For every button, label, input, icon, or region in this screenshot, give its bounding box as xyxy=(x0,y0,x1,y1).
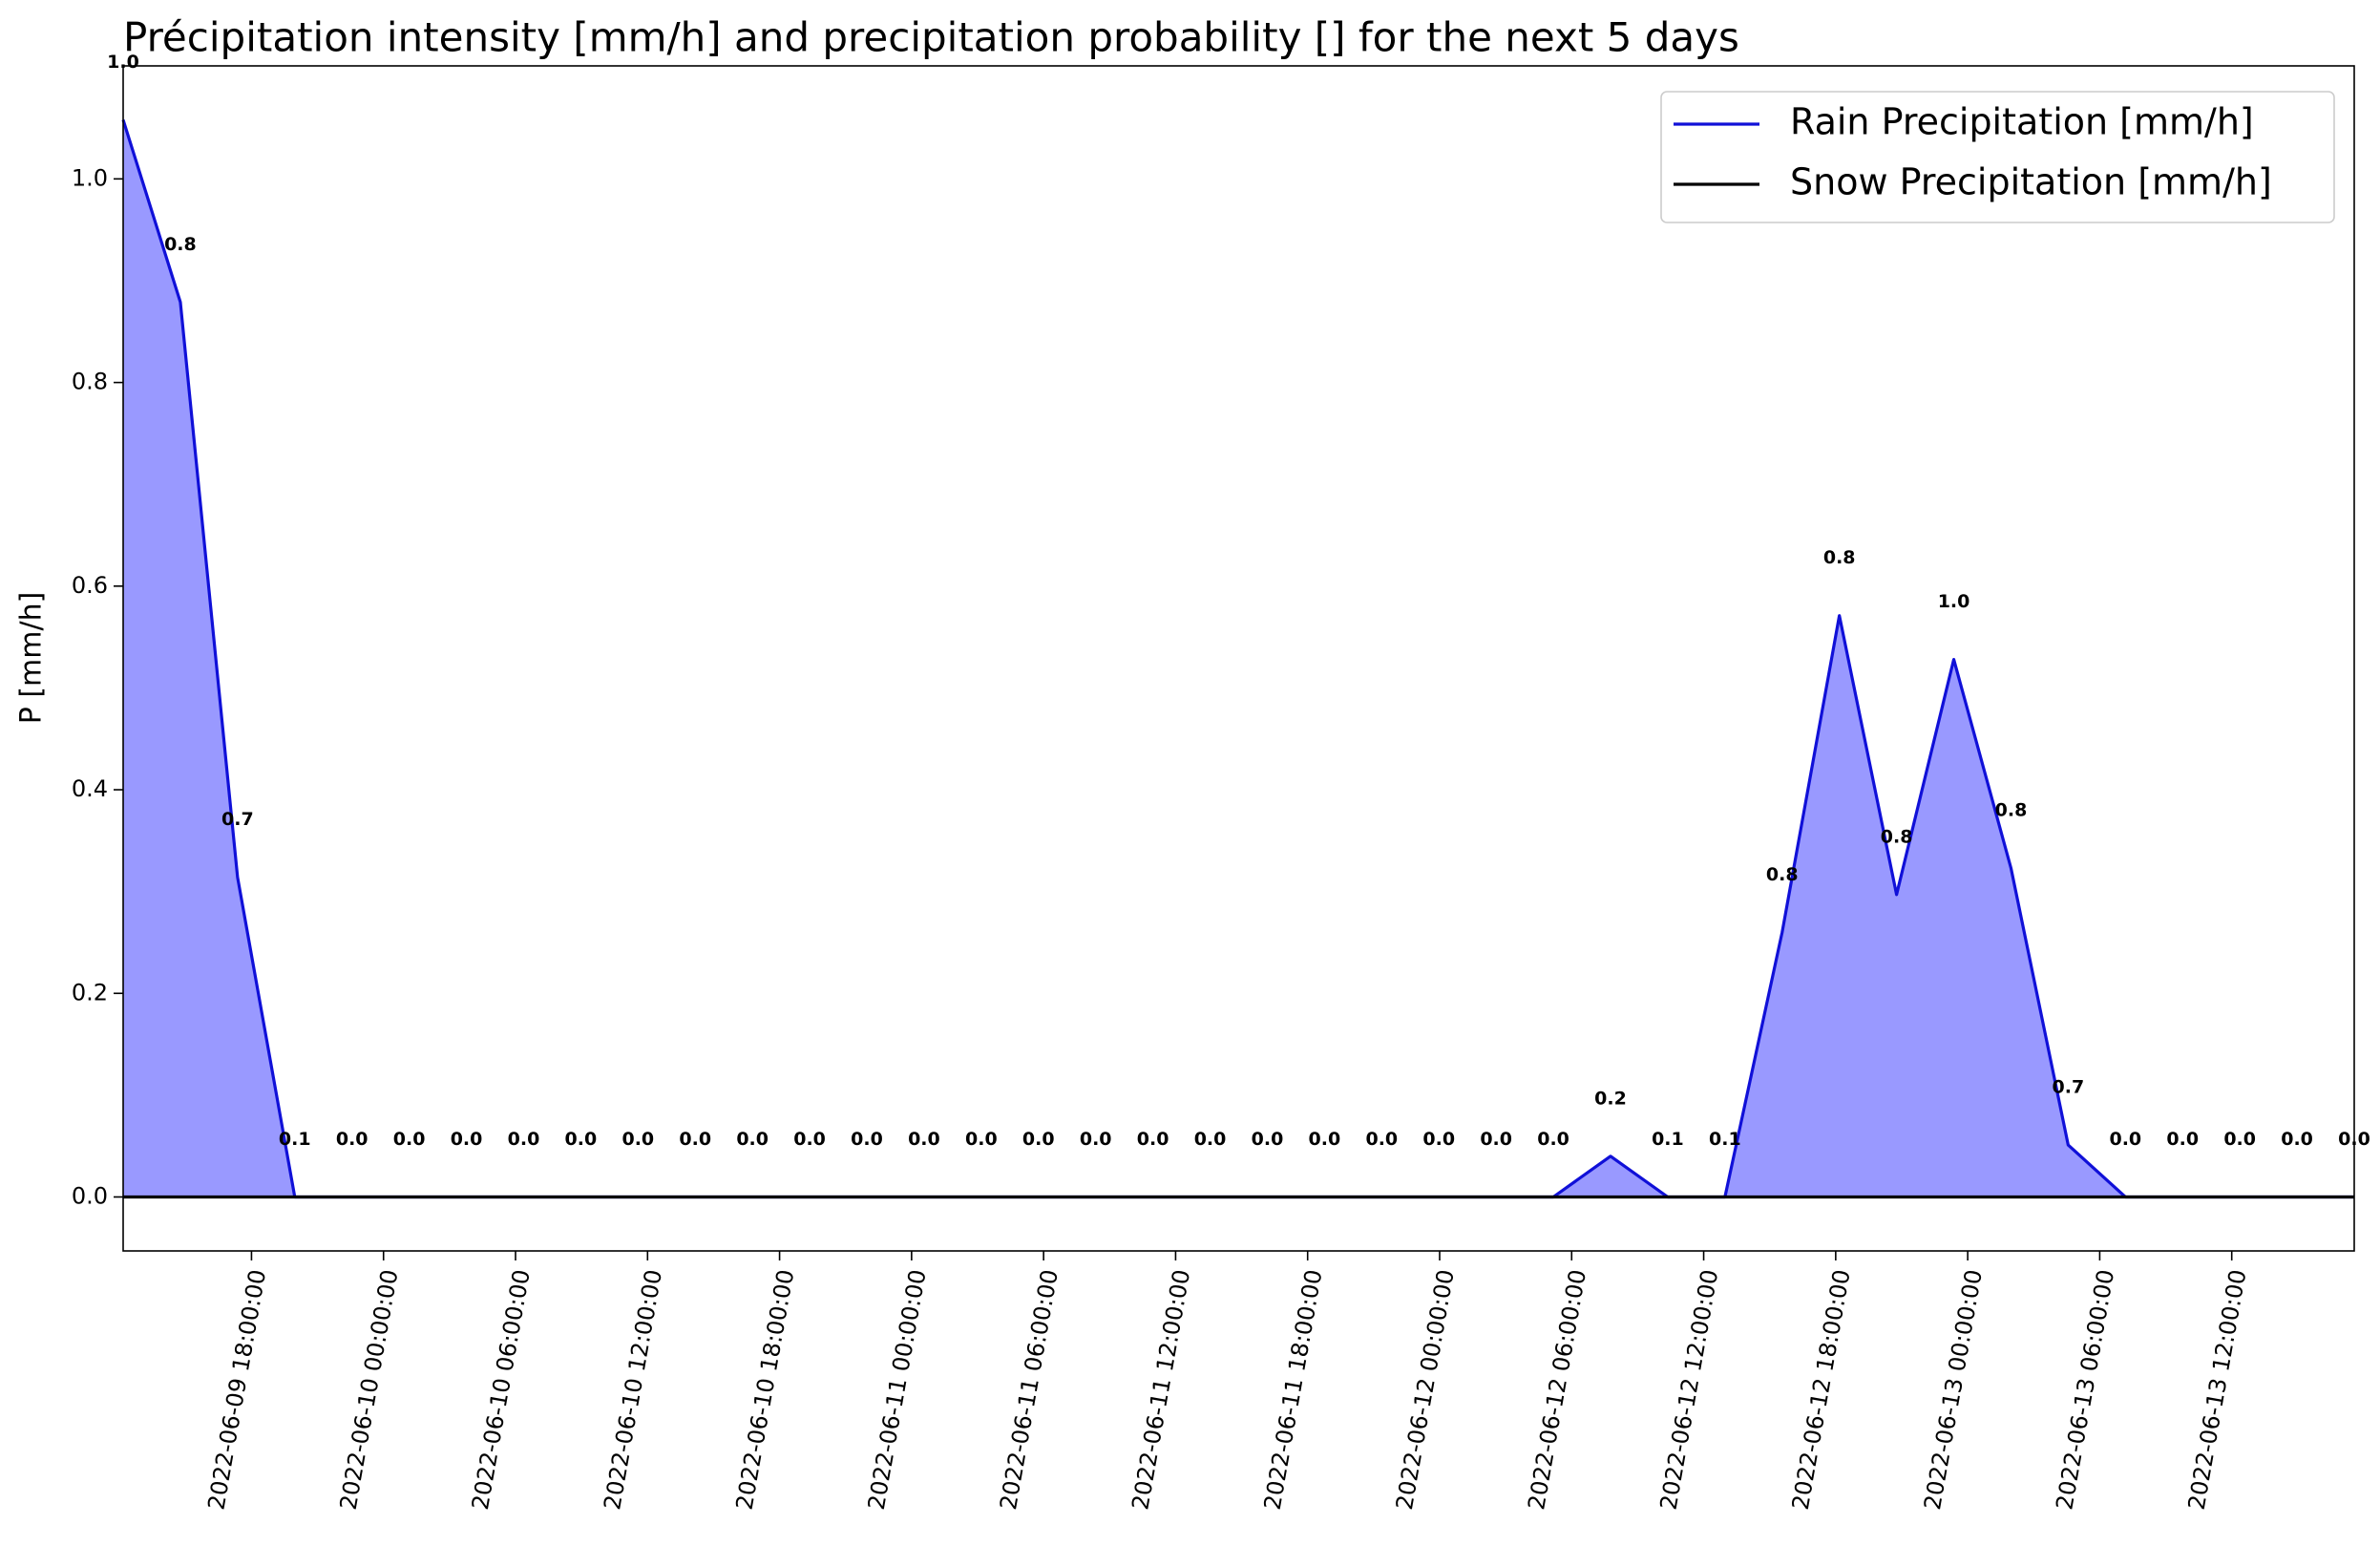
probability-label: 0.0 xyxy=(1252,1129,1284,1150)
legend-box xyxy=(1660,91,2335,223)
y-tick-label: 0.0 xyxy=(72,1182,108,1209)
probability-label: 0.7 xyxy=(2053,1077,2085,1098)
probability-label: 0.0 xyxy=(565,1129,598,1150)
x-tick-label: 2022-06-11 18:00:00 xyxy=(1259,1267,1328,1512)
probability-label: 0.0 xyxy=(1309,1129,1341,1150)
probability-label: 0.0 xyxy=(508,1129,540,1150)
chart-title: Précipitation intensity [mm/h] and preci… xyxy=(123,14,1739,61)
x-tick-label: 2022-06-13 00:00:00 xyxy=(1919,1267,1988,1512)
x-tick-label: 2022-06-12 06:00:00 xyxy=(1523,1267,1591,1512)
probability-label: 0.0 xyxy=(1080,1129,1112,1150)
x-tick-label: 2022-06-13 12:00:00 xyxy=(2183,1267,2252,1512)
probability-label: 0.0 xyxy=(736,1129,769,1150)
probability-label: 0.0 xyxy=(1422,1129,1455,1150)
plot-frame xyxy=(122,65,2355,1252)
x-tick-label: 2022-06-10 00:00:00 xyxy=(335,1267,404,1512)
probability-label: 0.1 xyxy=(279,1129,311,1150)
probability-label: 0.0 xyxy=(1365,1129,1398,1150)
y-tick-label: 0.2 xyxy=(72,979,108,1006)
probability-label: 0.8 xyxy=(1823,547,1856,568)
area xyxy=(123,119,2354,1197)
probability-label: 0.8 xyxy=(1766,864,1799,885)
probability-label: 0.0 xyxy=(1022,1129,1055,1150)
x-tick-label: 2022-06-09 18:00:00 xyxy=(202,1267,271,1512)
x-tick-label: 2022-06-10 06:00:00 xyxy=(467,1267,536,1512)
x-tick-label: 2022-06-11 12:00:00 xyxy=(1127,1267,1195,1512)
x-tick-label: 2022-06-10 12:00:00 xyxy=(599,1267,667,1512)
x-tick-label: 2022-06-11 00:00:00 xyxy=(863,1267,932,1512)
probability-label: 0.0 xyxy=(679,1129,711,1150)
probability-label: 0.0 xyxy=(2166,1129,2199,1150)
probability-label: 0.8 xyxy=(1995,800,2028,821)
probability-label: 0.8 xyxy=(1881,826,1913,847)
y-axis-label: P [mm/h] xyxy=(15,592,49,725)
legend-label: Rain Precipitation [mm/h] xyxy=(1790,101,2254,143)
probability-label: 0.1 xyxy=(1652,1129,1684,1150)
legend-label: Snow Precipitation [mm/h] xyxy=(1790,161,2272,203)
probability-label: 0.0 xyxy=(851,1129,883,1150)
x-tick-label: 2022-06-13 06:00:00 xyxy=(2051,1267,2119,1512)
probability-label: 0.0 xyxy=(336,1129,369,1150)
probability-label: 0.0 xyxy=(2223,1129,2256,1150)
x-tick-label: 2022-06-11 06:00:00 xyxy=(995,1267,1064,1512)
probability-label: 0.7 xyxy=(221,809,254,830)
probability-label: 0.1 xyxy=(1709,1129,1741,1150)
y-tick-label: 0.4 xyxy=(72,775,108,802)
probability-label: 1.0 xyxy=(1938,591,1970,612)
probability-label: 0.0 xyxy=(793,1129,826,1150)
y-tick-label: 0.8 xyxy=(72,369,108,395)
probability-label: 0.0 xyxy=(2281,1129,2313,1150)
probability-label: 0.0 xyxy=(1480,1129,1512,1150)
x-tick-label: 2022-06-12 00:00:00 xyxy=(1391,1267,1460,1512)
probability-label: 0.0 xyxy=(908,1129,940,1150)
x-tick-label: 2022-06-10 18:00:00 xyxy=(731,1267,800,1512)
probability-label: 0.0 xyxy=(621,1129,654,1150)
x-tick-label: 2022-06-12 12:00:00 xyxy=(1655,1267,1724,1512)
probability-label: 0.8 xyxy=(164,234,197,255)
probability-label: 0.2 xyxy=(1594,1088,1627,1109)
y-tick-label: 0.6 xyxy=(72,572,108,599)
probability-label: 0.0 xyxy=(451,1129,483,1150)
probability-label: 0.0 xyxy=(1137,1129,1169,1150)
probability-label: 0.0 xyxy=(393,1129,426,1150)
probability-label: 0.0 xyxy=(1537,1129,1569,1150)
probability-label: 0.0 xyxy=(1194,1129,1227,1150)
y-tick-label: 1.0 xyxy=(72,164,108,191)
probability-label: 1.0 xyxy=(107,52,139,73)
probability-label: 0.0 xyxy=(2109,1129,2141,1150)
x-tick-label: 2022-06-12 18:00:00 xyxy=(1787,1267,1856,1512)
probability-label: 0.0 xyxy=(965,1129,998,1150)
